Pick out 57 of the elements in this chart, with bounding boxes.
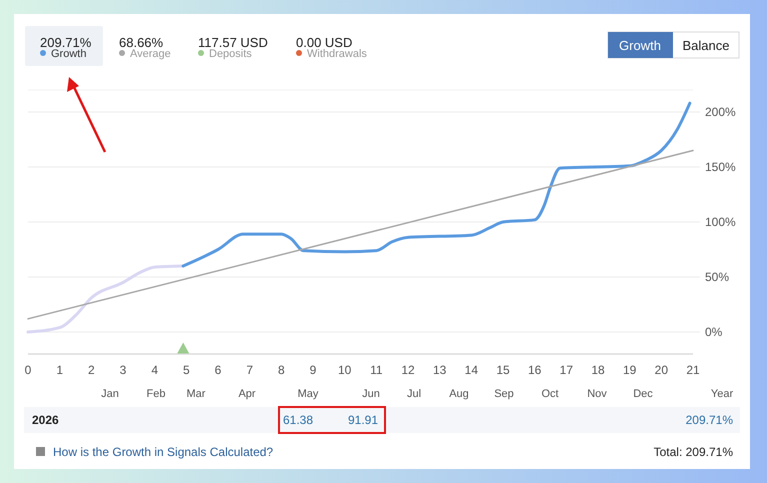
text: Aug [449, 388, 469, 400]
text: May [298, 388, 319, 400]
text: Jan [101, 388, 119, 400]
text: Total: 209.71% [654, 445, 734, 459]
text: Dec [633, 388, 654, 400]
x-tick-label: 1 [56, 363, 64, 377]
text: Nov [587, 388, 608, 400]
x-tick-label: 21 [686, 363, 700, 377]
line-series [26, 264, 185, 334]
text: Apr [238, 388, 256, 400]
legend-label: Withdrawals [307, 48, 368, 60]
x-tick-label: 4 [151, 363, 158, 377]
x-tick-label: 16 [528, 363, 542, 377]
text: 209.71% [40, 35, 92, 50]
x-tick-label: 3 [120, 363, 127, 377]
x-tick-label: 0 [24, 363, 32, 377]
x-tick-label: 17 [560, 363, 574, 377]
y-tick-label: 50% [705, 270, 730, 284]
x-tick-label: 14 [464, 363, 478, 377]
text: 209.71% [686, 413, 734, 427]
text: Jun [362, 388, 380, 400]
y-tick-label: 150% [705, 160, 736, 174]
x-tick-label: 18 [591, 363, 605, 377]
legend-label: Growth [51, 48, 86, 60]
text: How is the Growth in Signals Calculated? [53, 445, 274, 459]
text: Year [710, 388, 734, 400]
x-tick-label: 10 [338, 363, 352, 377]
text: Feb [146, 388, 166, 400]
y-tick-label: 100% [705, 215, 736, 229]
x-tick-label: 5 [182, 363, 190, 377]
x-tick-label: 6 [214, 363, 222, 377]
legend-label: Average [130, 48, 171, 60]
x-tick-label: 2 [88, 363, 95, 377]
view-toggle: Growth Balance [608, 32, 740, 58]
text: 68.66% [119, 35, 164, 50]
text: Sep [494, 388, 514, 400]
text: 91.91 [348, 413, 378, 427]
text: 0.00 USD [296, 35, 352, 50]
x-tick-label: 19 [622, 363, 637, 377]
x-tick-label: 9 [310, 363, 317, 377]
text: 117.57 USD [198, 35, 268, 50]
x-tick-label: 12 [401, 363, 415, 377]
line-series [182, 102, 692, 268]
legend-label: Deposits [209, 48, 252, 60]
text: 61.38 [282, 413, 314, 427]
text: Mar [186, 388, 206, 400]
text: 2026 [32, 413, 60, 427]
text: Oct [541, 388, 559, 400]
y-tick-label: 200% [705, 105, 736, 119]
x-tick-label: 13 [432, 363, 447, 377]
x-tick-label: 8 [278, 363, 285, 377]
text: Jul [406, 388, 422, 400]
x-tick-label: 20 [654, 363, 668, 377]
x-tick-label: 7 [246, 363, 254, 377]
x-tick-label: 15 [496, 363, 510, 377]
x-tick-label: 11 [370, 363, 383, 377]
y-tick-label: 0% [705, 325, 723, 339]
